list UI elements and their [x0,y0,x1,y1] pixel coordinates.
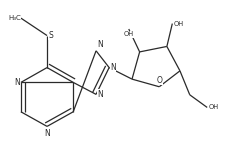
Text: OH: OH [124,31,134,37]
Text: OH: OH [208,104,219,110]
Text: N: N [14,78,20,87]
Text: N: N [110,63,116,72]
Text: H₃C: H₃C [8,15,21,21]
Text: N: N [97,90,103,99]
Text: N: N [44,129,50,138]
Text: N: N [97,40,103,49]
Text: S: S [48,31,53,40]
Text: OH: OH [174,21,184,27]
Text: O: O [156,76,162,85]
